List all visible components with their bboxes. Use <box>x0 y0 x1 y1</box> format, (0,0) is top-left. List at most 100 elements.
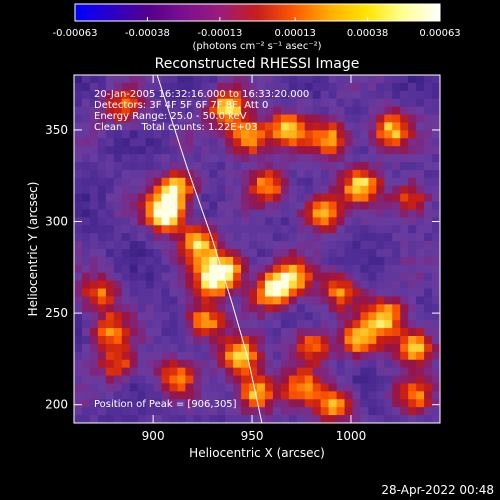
heatmap-cell <box>225 154 234 163</box>
heatmap-cell <box>312 185 322 195</box>
heatmap-cell <box>209 343 218 353</box>
heatmap-cell <box>288 264 298 274</box>
heatmap-cell <box>153 343 163 353</box>
heatmap-cell <box>217 320 226 329</box>
heatmap-cell <box>432 351 440 361</box>
heatmap-cell <box>217 272 226 282</box>
heatmap-cell <box>105 383 115 392</box>
heatmap-cell <box>392 233 401 242</box>
heatmap-cell <box>280 328 290 337</box>
heatmap-cell <box>153 280 163 290</box>
heatmap-cell <box>272 98 282 108</box>
heatmap-cell <box>201 296 210 305</box>
heatmap-cell <box>153 241 163 250</box>
heatmap-cell <box>193 391 202 400</box>
heatmap-cell <box>416 359 425 369</box>
heatmap-cell <box>376 375 385 384</box>
heatmap-cell <box>249 130 258 139</box>
heatmap-cell <box>89 312 99 321</box>
heatmap-cell <box>384 106 393 116</box>
heatmap-cell <box>241 209 250 218</box>
heatmap-cell <box>193 90 202 100</box>
heatmap-cell <box>416 264 425 274</box>
heatmap-cell <box>74 225 83 234</box>
heatmap-cell <box>185 114 194 123</box>
heatmap-cell <box>249 296 258 305</box>
heatmap-cell <box>153 383 163 392</box>
heatmap-cell <box>121 256 131 266</box>
heatmap-cell <box>392 256 401 266</box>
heatmap-cell <box>97 106 107 116</box>
heatmap-cell <box>169 407 178 416</box>
heatmap-cell <box>161 272 170 282</box>
heatmap-cell <box>209 312 218 321</box>
heatmap-cell <box>121 138 131 147</box>
heatmap-cell <box>288 296 298 305</box>
heatmap-cell <box>201 288 210 297</box>
heatmap-cell <box>320 162 330 171</box>
heatmap-cell <box>89 146 99 155</box>
heatmap-cell <box>312 328 322 337</box>
heatmap-cell <box>121 241 131 250</box>
heatmap-cell <box>153 359 163 369</box>
heatmap-cell <box>360 296 369 305</box>
heatmap-cell <box>344 312 353 321</box>
heatmap-cell <box>296 154 306 163</box>
heatmap-cell <box>233 177 242 187</box>
heatmap-cell <box>304 82 314 92</box>
heatmap-cell <box>241 114 250 123</box>
heatmap-cell <box>264 162 274 171</box>
heatmap-cell <box>408 98 417 108</box>
heatmap-cell <box>185 162 194 171</box>
heatmap-cell <box>105 249 115 258</box>
heatmap-cell <box>161 138 170 147</box>
heatmap-cell <box>328 336 338 345</box>
heatmap-cell <box>320 225 330 234</box>
heatmap-cell <box>121 249 131 258</box>
heatmap-cell <box>296 106 306 116</box>
heatmap-cell <box>161 304 170 313</box>
heatmap-cell <box>368 201 377 210</box>
heatmap-cell <box>225 201 234 210</box>
heatmap-cell <box>416 407 425 416</box>
heatmap-cell <box>288 154 298 163</box>
heatmap-cell <box>280 280 290 290</box>
heatmap-cell <box>392 154 401 163</box>
heatmap-cell <box>177 264 186 274</box>
heatmap-cell <box>177 367 186 377</box>
heatmap-cell <box>344 185 353 195</box>
heatmap-cell <box>169 399 178 408</box>
heatmap-cell <box>169 367 178 377</box>
heatmap-cell <box>376 138 385 147</box>
heatmap-cell <box>249 241 258 250</box>
heatmap-cell <box>97 328 107 337</box>
heatmap-cell <box>344 320 353 329</box>
heatmap-cell <box>320 304 330 313</box>
heatmap-cell <box>233 359 242 369</box>
heatmap-cell <box>280 256 290 266</box>
heatmap-cell <box>153 201 163 210</box>
heatmap-cell <box>392 225 401 234</box>
heatmap-cell <box>264 367 274 377</box>
heatmap-cell <box>304 249 314 258</box>
heatmap-cell <box>145 351 155 361</box>
heatmap-cell <box>264 75 274 84</box>
heatmap-cell <box>408 154 417 163</box>
heatmap-cell <box>416 154 425 163</box>
heatmap-cell <box>217 209 226 218</box>
heatmap-cell <box>249 249 258 258</box>
heatmap-cell <box>257 225 266 234</box>
heatmap-cell <box>185 225 194 234</box>
heatmap-cell <box>74 130 83 139</box>
heatmap-cell <box>105 407 115 416</box>
heatmap-cell <box>137 217 147 226</box>
heatmap-cell <box>177 407 186 416</box>
heatmap-cell <box>400 185 409 195</box>
heatmap-cell <box>352 233 361 242</box>
heatmap-cell <box>408 367 417 377</box>
heatmap-cell <box>280 359 290 369</box>
heatmap-cell <box>233 351 242 361</box>
heatmap-cell <box>288 106 298 116</box>
heatmap-cell <box>241 193 250 203</box>
heatmap-cell <box>360 138 369 147</box>
